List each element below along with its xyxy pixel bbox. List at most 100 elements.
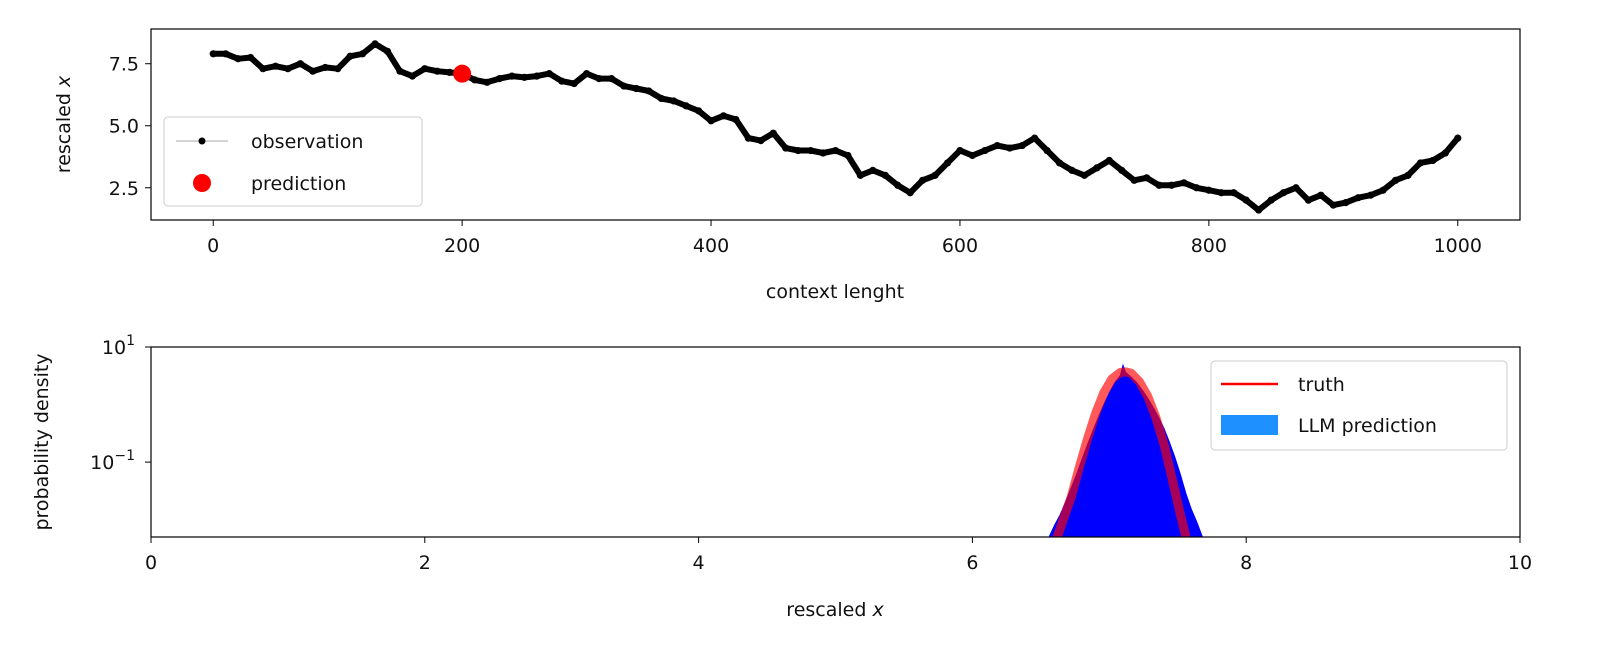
- y-axis-label: probability density: [31, 353, 53, 530]
- x-axis: 0 200 400 600 800 1000: [207, 220, 1482, 257]
- observation-point: [1105, 156, 1113, 165]
- observation-point: [321, 63, 329, 72]
- legend-observation-marker: [198, 137, 206, 145]
- truth-curve: [1052, 367, 1191, 537]
- observation-point: [607, 75, 616, 83]
- observation-point: [1454, 134, 1462, 142]
- observation-point: [1329, 201, 1337, 209]
- observation-point: [856, 171, 864, 179]
- observation-point: [1255, 206, 1263, 214]
- observation-point: [956, 146, 964, 155]
- x-tick-label: 4: [693, 552, 705, 574]
- observation-point: [881, 171, 889, 179]
- observation-point: [1429, 156, 1437, 165]
- observation-point: [396, 67, 404, 75]
- observation-point: [222, 50, 230, 58]
- observation-point: [1192, 184, 1201, 192]
- x-tick-label: 0: [207, 235, 219, 257]
- observation-point: [1167, 181, 1176, 189]
- observation-point: [695, 107, 703, 115]
- observation-point: [520, 73, 528, 81]
- observation-point: [1080, 171, 1089, 179]
- observation-point: [209, 50, 217, 58]
- legend-truth-label: truth: [1298, 374, 1345, 396]
- observation-point: [744, 134, 752, 142]
- observation-point: [869, 166, 877, 174]
- observation-point: [1205, 186, 1213, 194]
- observation-point: [645, 87, 653, 95]
- observation-point: [334, 65, 342, 73]
- observation-point: [284, 65, 292, 73]
- observation-point: [408, 72, 416, 80]
- observation-point: [844, 151, 852, 160]
- observation-point: [1143, 174, 1151, 182]
- observation-point: [1354, 194, 1362, 202]
- x-tick-label: 2: [419, 552, 431, 574]
- observation-point: [943, 159, 952, 167]
- prediction-point: [453, 64, 472, 83]
- y-tick-label: 10−1: [90, 448, 135, 474]
- observation-point: [296, 60, 304, 68]
- observation-point: [931, 171, 939, 179]
- observation-point: [421, 65, 429, 73]
- observation-point: [1217, 189, 1225, 197]
- observation-point: [769, 129, 777, 137]
- observation-point: [906, 189, 914, 197]
- legend: truth LLM prediction: [1210, 360, 1508, 451]
- y-axis: 10−1 101: [90, 333, 151, 474]
- observation-point: [582, 70, 591, 78]
- y-tick-label: 5.0: [109, 116, 139, 138]
- x-axis-label: context lenght: [766, 281, 904, 303]
- observation-point: [1118, 166, 1126, 174]
- observation-point: [1130, 176, 1138, 184]
- observation-point: [819, 149, 827, 157]
- observation-point: [346, 52, 354, 60]
- x-tick-label: 1000: [1434, 235, 1482, 257]
- observation-point: [1043, 146, 1051, 155]
- observation-point: [358, 50, 367, 58]
- x-tick-label: 10: [1508, 552, 1532, 574]
- observation-point: [383, 47, 392, 55]
- observation-point: [1416, 159, 1425, 167]
- x-tick-label: 600: [942, 235, 978, 257]
- observation-point: [1379, 186, 1387, 194]
- legend-observation-label: observation: [251, 131, 363, 153]
- x-axis: 0 2 4 6 8 10: [145, 537, 1532, 574]
- observation-point: [632, 84, 640, 93]
- observation-point: [707, 117, 715, 125]
- observation-point: [1292, 184, 1300, 192]
- observation-point: [1006, 144, 1014, 152]
- observation-point: [1304, 196, 1313, 204]
- axes-frame: [150, 28, 1521, 221]
- observation-point: [807, 146, 815, 155]
- observation-point: [1391, 176, 1400, 184]
- observation-point: [757, 137, 765, 145]
- observation-point: [309, 67, 317, 75]
- observation-point: [1367, 191, 1375, 199]
- observation-point: [446, 68, 454, 77]
- y-tick-label: 7.5: [109, 54, 139, 76]
- x-tick-label: 6: [966, 552, 978, 574]
- observation-point: [234, 55, 242, 63]
- y-tick-label: 101: [102, 333, 135, 359]
- observation-point: [595, 75, 603, 83]
- legend-llm-prediction-swatch: [1221, 415, 1278, 435]
- observation-point: [508, 72, 516, 80]
- x-axis-label: rescaled x: [786, 599, 884, 621]
- observation-point: [1018, 141, 1026, 150]
- observation-point: [1267, 196, 1275, 204]
- observation-point: [433, 67, 441, 75]
- observation-point: [1441, 149, 1449, 157]
- observation-point: [719, 112, 728, 120]
- observation-point: [533, 72, 541, 80]
- observation-point: [831, 146, 840, 155]
- observation-point: [620, 82, 628, 90]
- legend-prediction-marker: [193, 174, 211, 192]
- observation-point: [1279, 189, 1288, 197]
- observation-point: [794, 146, 802, 155]
- x-tick-label: 8: [1240, 552, 1252, 574]
- legend: observation prediction: [163, 116, 423, 207]
- observation-point: [271, 62, 280, 70]
- observation-point: [259, 65, 267, 73]
- legend-llm-prediction-label: LLM prediction: [1298, 415, 1437, 437]
